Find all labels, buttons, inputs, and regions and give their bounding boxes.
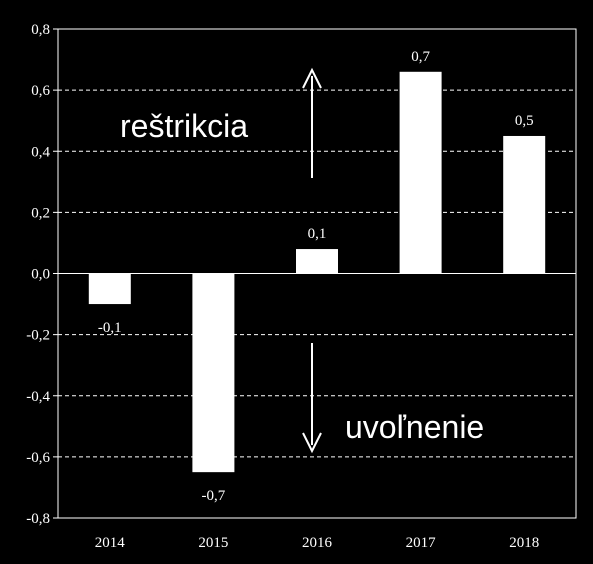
y-tick-label: -0,2	[26, 328, 50, 344]
x-tick-label: 2014	[95, 535, 126, 551]
bar-2016	[296, 249, 338, 274]
y-tick-label: 0,4	[31, 144, 50, 160]
bars	[88, 71, 546, 473]
y-tick-label: 0,8	[31, 22, 50, 38]
annotation-up: reštrikcia	[120, 108, 248, 144]
x-tick-label: 2018	[509, 535, 539, 551]
y-tick-label: 0,2	[31, 205, 50, 221]
x-tick-label: 2016	[302, 535, 333, 551]
data-labels: -0,1 -0,7 0,1 0,7 0,5	[98, 49, 534, 504]
x-axis-ticks: 2014 2015 2016 2017 2018	[95, 535, 539, 551]
data-label: 0,1	[308, 226, 327, 242]
y-tick-label: 0,0	[31, 267, 50, 283]
annotation-down: uvoľnenie	[345, 409, 484, 445]
data-label: -0,1	[98, 320, 122, 336]
down-arrow-icon	[302, 343, 322, 454]
y-tick-label: -0,6	[26, 450, 50, 466]
data-label: 0,7	[411, 49, 430, 65]
x-tick-label: 2015	[198, 535, 228, 551]
data-label: 0,5	[515, 113, 534, 129]
y-tick-label: -0,4	[26, 389, 50, 405]
bar-2014	[88, 273, 131, 305]
y-tick-label: -0,8	[26, 511, 50, 527]
y-axis-ticks: 0,8 0,6 0,4 0,2 0,0 -0,2 -0,4 -0,6 -0,8	[26, 22, 58, 527]
x-tick-label: 2017	[406, 535, 437, 551]
plot-area-frame	[57, 28, 577, 519]
bar-2017	[399, 71, 442, 274]
bar-2015	[192, 273, 235, 473]
data-label: -0,7	[202, 488, 226, 504]
up-arrow-icon	[302, 67, 322, 178]
bar-2018	[503, 135, 546, 274]
y-tick-label: 0,6	[31, 83, 50, 99]
